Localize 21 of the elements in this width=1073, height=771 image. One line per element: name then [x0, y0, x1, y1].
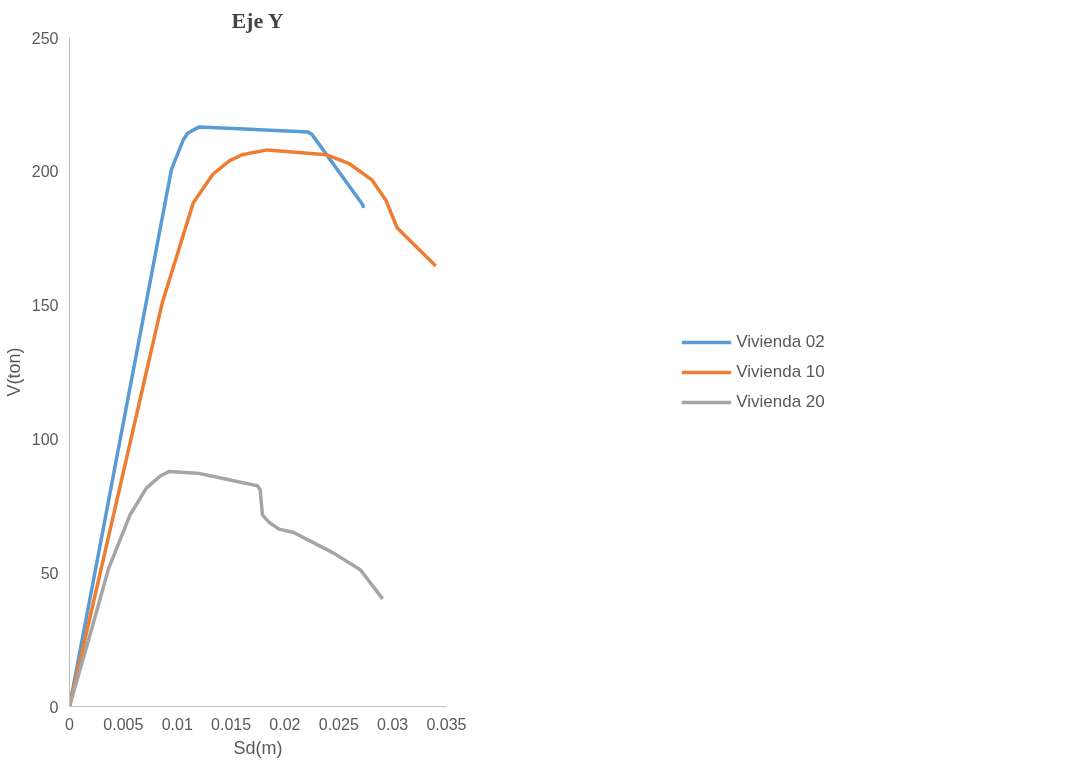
x-tick-label: 0.03 — [377, 715, 409, 733]
legend-label: Vivienda 20 — [736, 391, 825, 412]
legend-label: Vivienda 10 — [736, 361, 825, 382]
y-tick-label: 250 — [31, 29, 59, 47]
x-tick-label: 0.015 — [211, 715, 252, 733]
x-tick-label: 0.005 — [103, 715, 144, 733]
y-tick-label: 50 — [40, 564, 59, 582]
x-tick-label: 0.02 — [269, 715, 301, 733]
y-tick-label: 200 — [31, 163, 59, 181]
x-tick-label: 0.025 — [318, 715, 359, 733]
x-tick-label: 0 — [65, 715, 75, 733]
y-tick-label: 100 — [31, 430, 59, 448]
x-axis-title: Sd(m) — [233, 737, 283, 758]
line-series — [69, 469, 385, 707]
legend-label: Vivienda 02 — [736, 331, 825, 352]
chart-title: Eje Y — [231, 7, 284, 33]
y-tick-label: 150 — [31, 297, 59, 315]
x-tick-label: 0.01 — [161, 715, 193, 733]
y-axis-title: V(ton) — [3, 347, 24, 397]
y-tick-label: 0 — [49, 698, 59, 716]
x-tick-label: 0.035 — [426, 715, 467, 733]
